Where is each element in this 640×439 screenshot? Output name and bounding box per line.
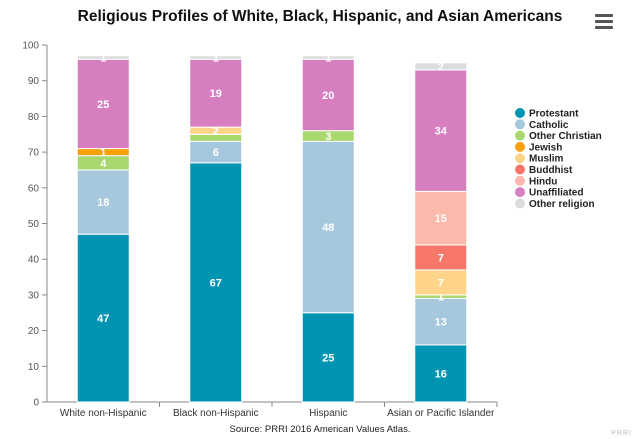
bar-segment[interactable] [301, 58, 355, 132]
data-label: 18 [97, 197, 109, 209]
data-label: 20 [322, 90, 334, 102]
bar-segment[interactable] [414, 344, 468, 403]
legend-item[interactable]: Other religion [515, 198, 595, 210]
bar-segment[interactable] [189, 58, 243, 128]
y-tick-label: 70 [28, 148, 40, 159]
data-label: 6 [213, 147, 219, 159]
bar-segment[interactable] [414, 62, 468, 71]
legend-item[interactable]: Catholic [515, 119, 569, 131]
legend-item[interactable]: Other Christian [515, 130, 602, 143]
data-label: 15 [435, 213, 447, 225]
legend-label: Hindu [529, 176, 557, 187]
legend-swatch [515, 198, 525, 209]
legend-label: Other religion [529, 199, 595, 210]
y-tick-label: 40 [28, 255, 40, 266]
data-label: 19 [210, 88, 222, 100]
legend-swatch [515, 130, 525, 141]
bar-segment[interactable] [414, 269, 468, 296]
data-label: 67 [210, 277, 222, 289]
data-label: 48 [322, 222, 334, 234]
data-label: 25 [97, 99, 109, 111]
bar-segment[interactable] [301, 312, 355, 403]
data-label: 3 [325, 131, 331, 143]
data-label: 1 [100, 52, 106, 64]
legend-label: Unaffiliated [529, 188, 583, 199]
legend-swatch [515, 164, 525, 175]
y-tick-label: 10 [28, 362, 40, 373]
legend-item[interactable]: Buddhist [515, 164, 573, 177]
y-tick-label: 30 [28, 290, 40, 301]
y-tick-label: 100 [22, 41, 39, 52]
legend-item[interactable]: Jewish [515, 141, 562, 154]
data-label: 13 [435, 317, 447, 329]
data-label: 2 [438, 61, 444, 73]
data-label: 7 [438, 252, 444, 264]
x-tick-label: Hispanic [309, 408, 347, 419]
bar-segment[interactable] [301, 55, 355, 60]
data-label: 47 [97, 313, 109, 325]
y-tick-label: 90 [28, 76, 40, 87]
data-label: 34 [435, 126, 448, 138]
legend-item[interactable]: Unaffiliated [515, 187, 583, 199]
bar-segment[interactable] [189, 55, 243, 60]
x-tick-label: Asian or Pacific Islander [387, 408, 495, 419]
data-label: 7 [438, 277, 444, 289]
legend-swatch [515, 119, 525, 130]
bar-segment[interactable] [76, 233, 130, 403]
chart-title: Religious Profiles of White, Black, Hisp… [77, 8, 563, 25]
data-label: 16 [435, 368, 447, 380]
legend-label: Catholic [529, 120, 569, 131]
data-label: 25 [322, 352, 334, 364]
legend-label: Other Christian [529, 131, 602, 142]
y-tick-label: 60 [28, 183, 40, 194]
legend-item[interactable]: Protestant [515, 108, 579, 120]
bar-segment[interactable] [414, 69, 468, 192]
data-label: 4 [100, 158, 107, 170]
bar-segment[interactable] [76, 55, 130, 60]
y-tick-label: 0 [33, 398, 39, 409]
data-label: 1 [325, 52, 331, 64]
bar-segment[interactable] [189, 162, 243, 403]
legend-swatch [515, 108, 525, 118]
legend-swatch [515, 153, 525, 164]
x-tick-label: White non-Hispanic [60, 408, 147, 419]
y-tick-label: 50 [28, 219, 40, 230]
data-label: 1 [213, 52, 219, 64]
bar-segment[interactable] [76, 169, 130, 235]
bar-segment[interactable] [301, 140, 355, 314]
legend-swatch [515, 175, 525, 186]
y-tick-label: 20 [28, 326, 40, 337]
legend-label: Jewish [529, 142, 562, 153]
bar-segment[interactable] [76, 58, 130, 150]
legend-label: Muslim [529, 154, 564, 165]
data-label: 1 [438, 292, 444, 304]
credit-watermark: PRRI [611, 430, 632, 437]
source-note: Source: PRRI 2016 American Values Atlas. [229, 424, 411, 435]
legend-swatch [515, 141, 525, 152]
data-label: 2 [213, 126, 219, 138]
data-label: 1 [100, 147, 106, 159]
legend-label: Buddhist [529, 165, 573, 176]
legend-item[interactable]: Muslim [515, 153, 564, 165]
x-tick-label: Black non-Hispanic [173, 408, 259, 419]
bar-segment[interactable] [414, 297, 468, 346]
legend-swatch [515, 187, 525, 198]
y-tick-label: 80 [28, 112, 40, 123]
hamburger-menu-icon[interactable] [595, 14, 613, 29]
legend-item[interactable]: Hindu [515, 175, 557, 188]
legend-label: Protestant [529, 109, 579, 120]
